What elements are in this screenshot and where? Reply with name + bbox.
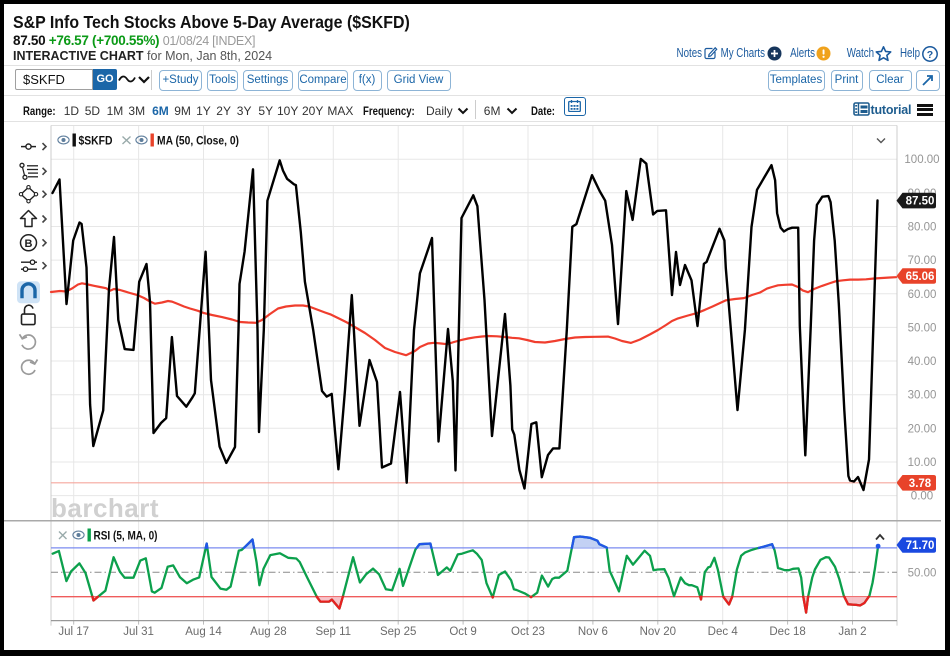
svg-text:100.00: 100.00	[904, 154, 939, 166]
svg-text:0.00: 0.00	[911, 491, 933, 503]
svg-text:50.00: 50.00	[908, 567, 937, 579]
svg-text:Dec 18: Dec 18	[769, 626, 805, 638]
svg-text:80.00: 80.00	[908, 222, 937, 234]
svg-text:Dec 4: Dec 4	[708, 626, 739, 638]
svg-text:40.00: 40.00	[908, 356, 937, 368]
svg-text:60.00: 60.00	[908, 289, 937, 301]
svg-text:?: ?	[926, 49, 932, 61]
svg-text:20.00: 20.00	[908, 423, 937, 435]
svg-text:B: B	[25, 238, 33, 250]
svg-text:Oct 9: Oct 9	[449, 626, 476, 638]
svg-text:Aug 28: Aug 28	[250, 626, 286, 638]
svg-text:$SKFD: $SKFD	[79, 135, 113, 147]
svg-text:Sep 11: Sep 11	[315, 626, 351, 638]
svg-text:30.00: 30.00	[908, 390, 937, 402]
svg-text:Nov 20: Nov 20	[640, 626, 676, 638]
svg-text:71.70: 71.70	[906, 540, 935, 552]
svg-text:3.78: 3.78	[909, 478, 932, 490]
svg-text:Sep 25: Sep 25	[380, 626, 416, 638]
svg-text:Jul 17: Jul 17	[58, 626, 89, 638]
svg-text:87.50: 87.50	[906, 196, 935, 208]
svg-text:65.06: 65.06	[906, 271, 935, 283]
svg-text:Nov 6: Nov 6	[578, 626, 608, 638]
svg-text:barchart: barchart	[51, 493, 159, 523]
svg-text:Aug 14: Aug 14	[185, 626, 222, 638]
svg-text:10.00: 10.00	[908, 457, 937, 469]
svg-text:70.00: 70.00	[908, 255, 937, 267]
svg-text:Oct 23: Oct 23	[511, 626, 545, 638]
svg-text:Jan 2: Jan 2	[838, 626, 866, 638]
svg-text:MA (50, Close, 0): MA (50, Close, 0)	[157, 135, 239, 147]
svg-text:Jul 31: Jul 31	[123, 626, 154, 638]
svg-text:RSI (5, MA, 0): RSI (5, MA, 0)	[94, 530, 158, 542]
svg-text:50.00: 50.00	[908, 322, 937, 334]
